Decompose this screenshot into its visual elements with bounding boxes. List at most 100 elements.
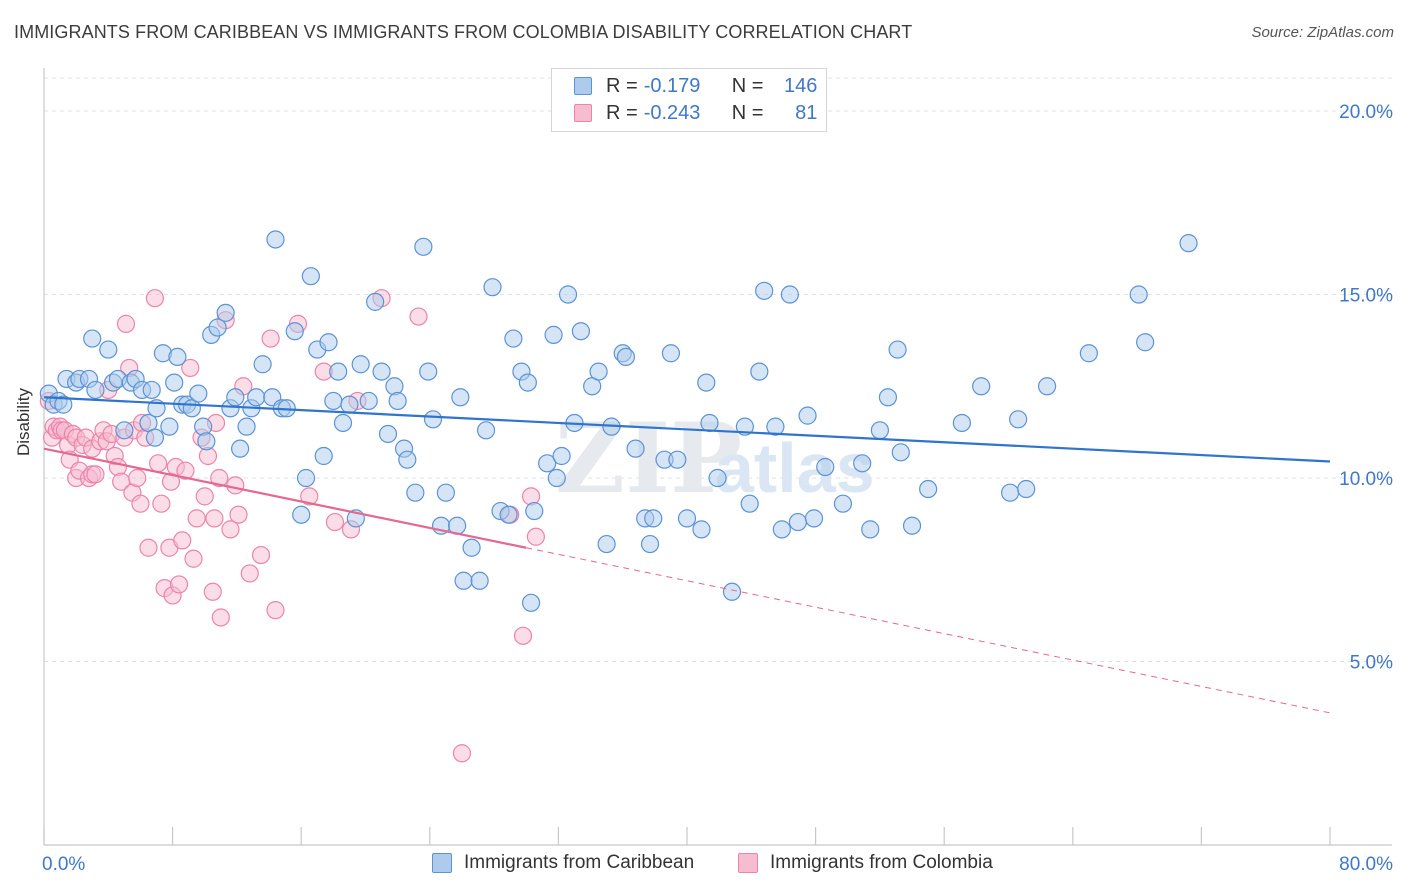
caribbean-point: [372, 362, 391, 381]
y-tick-label: 15.0%: [1339, 286, 1393, 307]
caribbean-point: [1001, 483, 1020, 502]
colombia-point: [300, 487, 319, 506]
caribbean-point: [740, 494, 759, 513]
caribbean-point: [853, 454, 872, 473]
caribbean-point: [521, 593, 541, 612]
caribbean-point: [597, 534, 616, 554]
caribbean-point: [677, 509, 697, 528]
caribbean-point: [755, 281, 774, 300]
caribbean-point: [788, 512, 808, 532]
caribbean-point: [538, 454, 557, 473]
correlation-legend: R = -0.179 N = 146 R = -0.243 N = 81: [551, 68, 827, 132]
caribbean-point: [499, 505, 518, 524]
caribbean-point: [324, 391, 343, 411]
caribbean-point: [1136, 333, 1155, 352]
colombia-point: [128, 468, 147, 488]
colombia-point: [409, 307, 428, 326]
caribbean-point: [552, 446, 571, 466]
legend-label-caribbean: Immigrants from Caribbean: [464, 852, 695, 873]
caribbean-legend-swatch: [432, 853, 452, 873]
colombia-point: [211, 608, 230, 627]
caribbean-point: [525, 501, 544, 521]
caribbean-point: [406, 483, 425, 502]
caribbean-point: [388, 391, 407, 411]
colombia-point: [173, 531, 192, 550]
colombia-point: [526, 527, 545, 546]
caribbean-point: [589, 362, 608, 381]
caribbean-point: [366, 292, 385, 311]
caribbean-point: [692, 520, 711, 539]
legend-item-caribbean[interactable]: Immigrants from Caribbean: [432, 852, 694, 874]
caribbean-point: [1129, 285, 1148, 304]
caribbean-point: [816, 457, 835, 477]
caribbean-point: [340, 395, 359, 414]
colombia-swatch: [574, 104, 592, 122]
caribbean-point: [833, 494, 853, 513]
colombia-point: [266, 601, 285, 620]
caribbean-point: [804, 509, 824, 528]
caribbean-point: [518, 373, 537, 392]
legend-label-colombia: Immigrants from Colombia: [770, 852, 993, 873]
caribbean-point: [99, 340, 118, 359]
caribbean-point: [571, 322, 591, 341]
caribbean-point: [237, 417, 256, 436]
caribbean-point: [888, 340, 907, 359]
caribbean-point: [423, 410, 443, 429]
caribbean-point: [231, 439, 250, 458]
colombia-point: [513, 626, 533, 645]
caribbean-point: [165, 373, 184, 392]
series-legend: Immigrants from Caribbean Immigrants fro…: [0, 852, 1406, 878]
colombia-point: [251, 545, 271, 565]
caribbean-point: [329, 362, 348, 381]
caribbean-point: [1009, 410, 1028, 429]
caribbean-point: [54, 395, 73, 414]
colombia-point: [195, 487, 214, 506]
colombia-point: [240, 564, 259, 583]
watermark-atlas: atlas: [715, 429, 875, 507]
caribbean-point: [919, 479, 938, 499]
colombia-point: [145, 289, 165, 308]
colombia-point: [184, 549, 203, 568]
caribbean-point: [772, 520, 791, 539]
caribbean-point: [1017, 479, 1036, 499]
caribbean-point: [266, 230, 285, 249]
caribbean-point: [544, 325, 563, 344]
caribbean-point: [1079, 344, 1098, 363]
caribbean-point: [504, 329, 523, 348]
legend-row-colombia: R = -0.243 N = 81: [574, 101, 817, 125]
caribbean-point: [436, 483, 455, 502]
caribbean-point: [216, 303, 235, 322]
caribbean-point: [780, 285, 799, 304]
legend-row-caribbean: R = -0.179 N = 146: [574, 74, 817, 98]
caribbean-point: [891, 443, 910, 462]
colombia-point: [108, 457, 128, 477]
caribbean-point: [644, 509, 663, 528]
n-label: N =: [731, 101, 764, 124]
colombia-point: [205, 509, 224, 528]
y-tick-label: 20.0%: [1339, 102, 1393, 123]
caribbean-point: [296, 468, 316, 488]
caribbean-point: [626, 439, 645, 458]
r-label: R =: [606, 101, 638, 124]
caribbean-point: [952, 413, 971, 433]
caribbean-point: [194, 417, 213, 436]
caribbean-point: [319, 333, 338, 352]
caribbean-point: [878, 388, 898, 407]
caribbean-swatch: [574, 77, 592, 95]
r-value: -0.243: [643, 101, 701, 124]
caribbean-point: [870, 421, 890, 440]
n-value: 146: [784, 74, 818, 97]
y-tick-label: 10.0%: [1339, 469, 1393, 490]
caribbean-point: [668, 450, 687, 469]
caribbean-point: [454, 571, 473, 590]
caribbean-point: [314, 446, 333, 466]
caribbean-point: [1179, 234, 1198, 253]
legend-item-colombia[interactable]: Immigrants from Colombia: [738, 852, 993, 874]
caribbean-point: [292, 505, 311, 524]
caribbean-point: [359, 391, 378, 411]
colombia-point: [221, 520, 240, 539]
caribbean-point: [197, 432, 216, 451]
caribbean-trend-line: [43, 396, 1331, 463]
caribbean-point: [798, 406, 817, 425]
